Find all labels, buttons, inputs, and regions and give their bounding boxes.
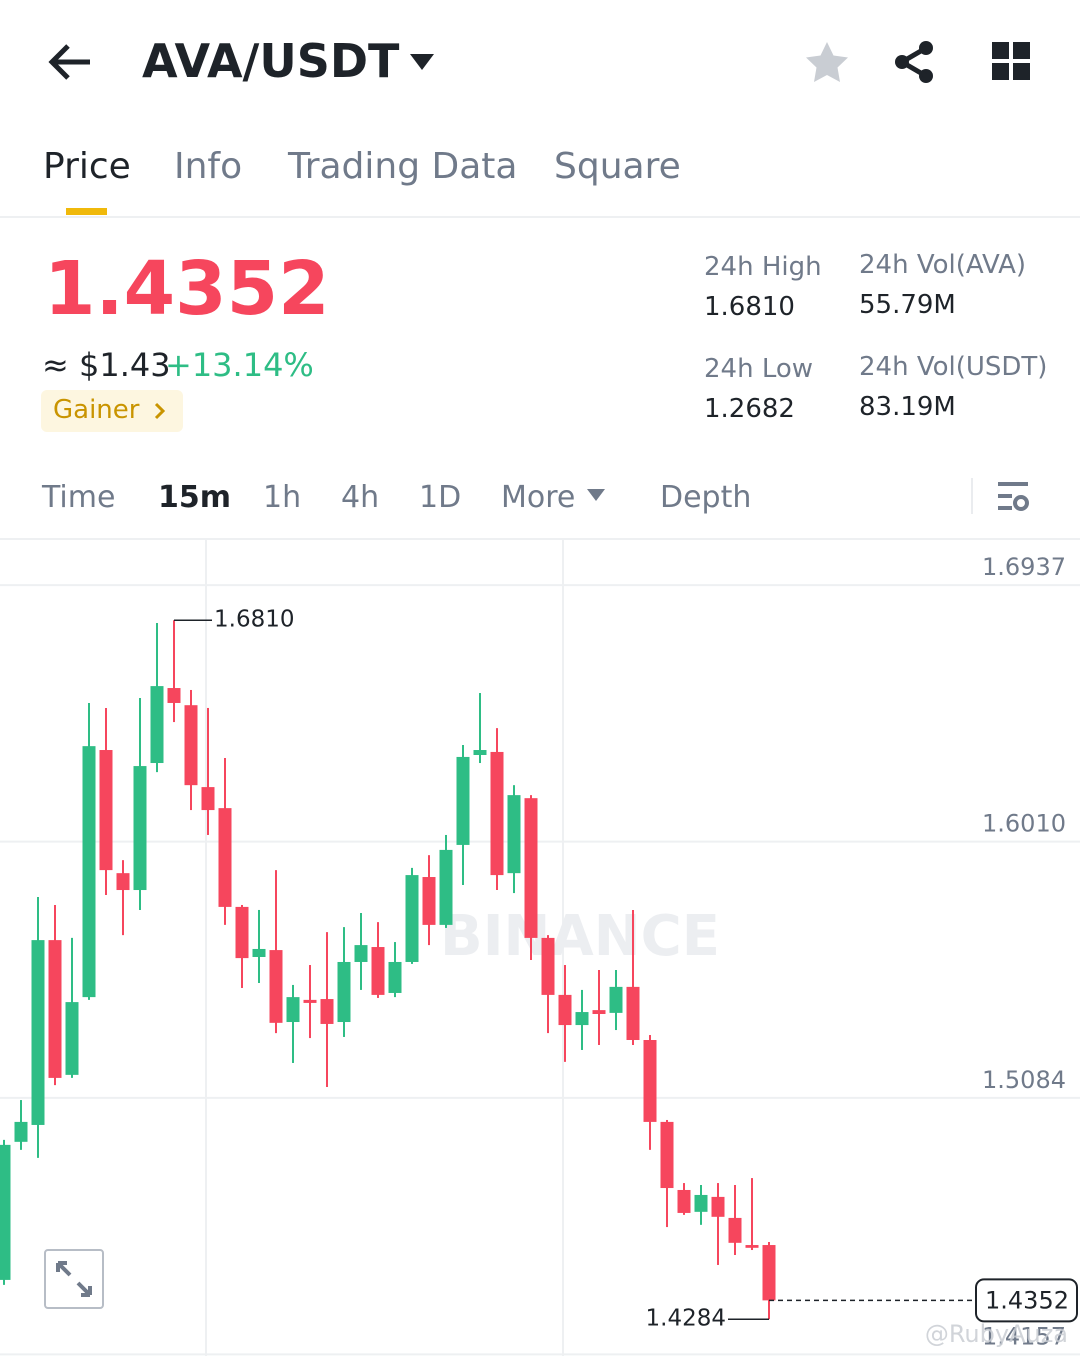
interval[interactable]: More bbox=[501, 480, 576, 515]
candle-body bbox=[116, 873, 130, 891]
badge-text: Gainer bbox=[53, 395, 140, 425]
y-tick-label: 1.4157 bbox=[982, 1322, 1066, 1350]
candle-body bbox=[405, 875, 419, 962]
candle-body bbox=[252, 948, 266, 957]
candle-body bbox=[490, 751, 504, 876]
candle-body bbox=[337, 961, 351, 1023]
expand-button[interactable] bbox=[44, 1249, 104, 1309]
candle-body bbox=[592, 1010, 606, 1014]
interval[interactable]: Time bbox=[42, 480, 116, 515]
tab-indicator bbox=[66, 208, 107, 215]
candle-body bbox=[677, 1189, 691, 1213]
tab-price[interactable]: Price bbox=[43, 146, 131, 187]
stat-value: 1.2682 bbox=[704, 394, 795, 424]
candle-body bbox=[745, 1245, 759, 1248]
price-change: +13.14% bbox=[165, 346, 314, 384]
candle-body bbox=[643, 1040, 657, 1122]
candle-body bbox=[31, 940, 45, 1125]
candle-body bbox=[609, 986, 623, 1013]
candle-body bbox=[388, 961, 402, 993]
candle-body bbox=[762, 1245, 776, 1301]
candle-body bbox=[524, 798, 538, 938]
candle-body bbox=[422, 877, 436, 925]
chart: BINANCE 1.6937 1.6010 1.5084 1.4157 1.6810 1.… bbox=[0, 540, 1080, 1356]
tab-info[interactable]: Info bbox=[174, 146, 243, 187]
fiat-price: ≈ $1.43 bbox=[42, 346, 171, 384]
stat-label: 24h Vol(AVA) bbox=[859, 250, 1027, 280]
interval[interactable]: 4h bbox=[341, 480, 380, 515]
candle-body bbox=[167, 688, 181, 703]
gainer-badge[interactable]: Gainer bbox=[41, 390, 183, 432]
chart-settings[interactable] bbox=[996, 480, 1030, 514]
divider bbox=[0, 216, 1080, 218]
watermark: BINANCE bbox=[440, 904, 720, 969]
candle-body bbox=[303, 999, 317, 1003]
candle-body bbox=[711, 1196, 725, 1217]
candle-body bbox=[99, 750, 113, 871]
pair-caret[interactable] bbox=[408, 52, 436, 72]
candle-body bbox=[48, 940, 62, 1078]
tab-trading-data[interactable]: Trading Data bbox=[288, 146, 518, 187]
separator bbox=[971, 478, 973, 514]
share-icon[interactable] bbox=[892, 40, 936, 84]
low-label: 1.4284 bbox=[646, 1306, 726, 1332]
stat-label: 24h Vol(USDT) bbox=[859, 352, 1048, 382]
candle-body bbox=[133, 766, 147, 891]
last-price-box bbox=[975, 1278, 1078, 1323]
candle-body bbox=[541, 937, 555, 995]
candle-body bbox=[184, 705, 198, 786]
candle-body bbox=[575, 1012, 589, 1026]
candle-body bbox=[201, 787, 215, 811]
candle-body bbox=[558, 994, 572, 1026]
high-label: 1.6810 bbox=[214, 607, 294, 633]
divider bbox=[0, 538, 1080, 540]
interval[interactable]: 15m bbox=[158, 480, 232, 515]
interval[interactable]: 1D bbox=[419, 480, 462, 515]
candle-body bbox=[456, 756, 470, 845]
candle-body bbox=[286, 997, 300, 1023]
candle-body bbox=[694, 1194, 708, 1212]
candle-body bbox=[660, 1121, 674, 1189]
candle-body bbox=[82, 746, 96, 998]
favorite-star[interactable] bbox=[804, 40, 850, 84]
expand-icon bbox=[56, 1261, 92, 1297]
candle-body bbox=[320, 999, 334, 1024]
candle-body bbox=[354, 945, 368, 962]
candle-body bbox=[269, 950, 283, 1023]
pair-title[interactable]: AVA/USDT bbox=[142, 34, 400, 88]
interval[interactable]: Depth bbox=[660, 480, 752, 515]
last-price: 1.4352 bbox=[44, 246, 330, 332]
y-tick-label: 1.5084 bbox=[982, 1066, 1066, 1094]
more-caret bbox=[587, 489, 605, 501]
badge-chevron bbox=[154, 402, 166, 420]
candle-body bbox=[371, 947, 385, 995]
candle-body bbox=[626, 986, 640, 1041]
candle-body bbox=[439, 849, 453, 925]
y-tick-label: 1.6010 bbox=[982, 810, 1066, 838]
y-tick-label: 1.6937 bbox=[982, 553, 1066, 581]
candle-body bbox=[235, 906, 249, 959]
candle-body bbox=[473, 750, 487, 755]
candle-body bbox=[14, 1121, 28, 1142]
tab-square[interactable]: Square bbox=[554, 146, 681, 187]
candle-body bbox=[65, 1002, 79, 1075]
credit: @RubyAuza bbox=[925, 1320, 1068, 1348]
stat-value: 1.6810 bbox=[704, 292, 795, 322]
stat-value: 83.19M bbox=[859, 392, 956, 422]
stat-label: 24h Low bbox=[704, 354, 814, 384]
interval[interactable]: 1h bbox=[263, 480, 302, 515]
stat-value: 55.79M bbox=[859, 290, 956, 320]
candle-body bbox=[150, 686, 164, 764]
last-price-label: 1.4352 bbox=[985, 1286, 1069, 1314]
candle-body bbox=[728, 1217, 742, 1243]
stat-label: 24h High bbox=[704, 252, 822, 282]
back-button[interactable] bbox=[46, 42, 94, 82]
candle-body bbox=[0, 1144, 11, 1280]
candle-body bbox=[218, 808, 232, 907]
candle-body bbox=[507, 795, 521, 874]
grid-icon[interactable] bbox=[992, 42, 1032, 82]
